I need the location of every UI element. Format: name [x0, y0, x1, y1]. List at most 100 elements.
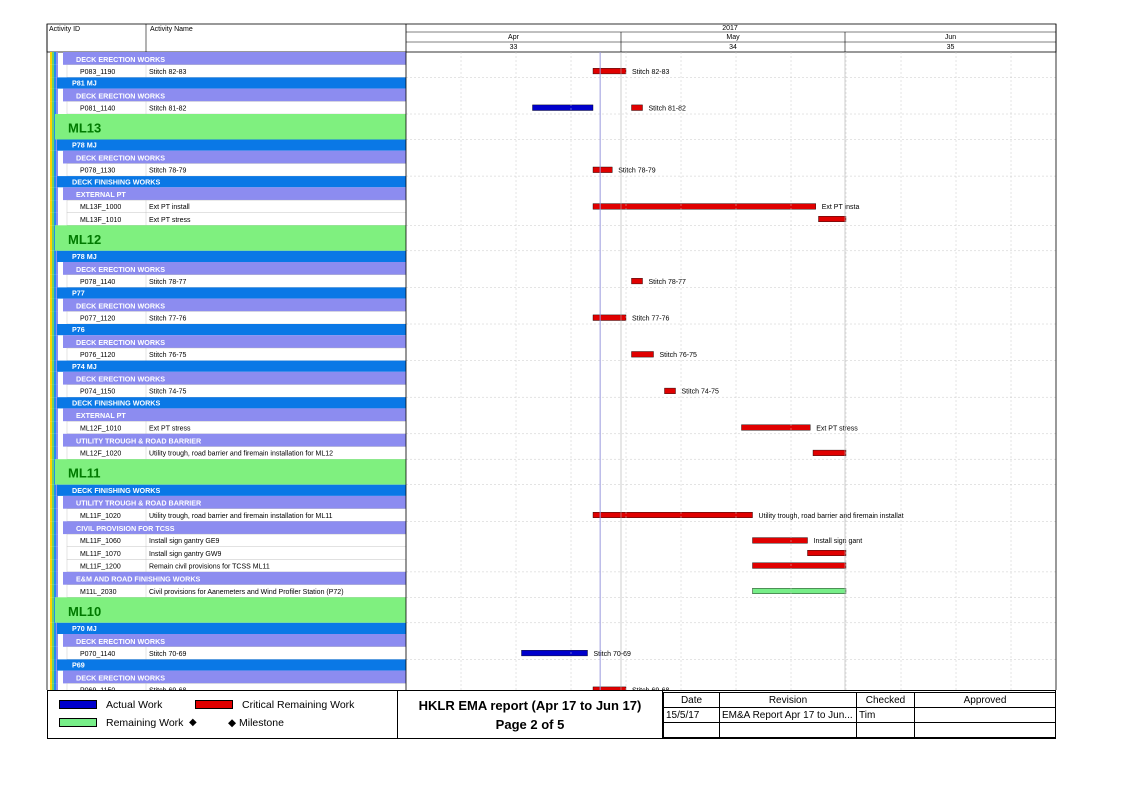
wbs-level-strip	[54, 534, 56, 547]
bar-label: Stitch 77-76	[632, 316, 669, 323]
wbs-level-strip	[54, 101, 56, 114]
wbs-level-strip	[50, 584, 52, 598]
wbs-level-strip	[52, 634, 54, 647]
wbs-level-strip	[50, 508, 52, 522]
activity-name: Utility trough, road barrier and firemai…	[149, 451, 333, 458]
wbs-band-fill	[63, 495, 406, 509]
wbs-band-fill	[63, 371, 406, 385]
wbs-level-strip	[54, 311, 56, 324]
wbs-label: P76	[72, 325, 85, 334]
wbs-level-strip	[52, 659, 54, 671]
wbs-level-strip	[54, 670, 56, 684]
wbs-level-strip	[54, 408, 56, 422]
activity-name: Ext PT stress	[149, 217, 191, 224]
revision-cell: EM&A Report Apr 17 to Jun...	[719, 707, 857, 723]
wbs-level-strip	[54, 335, 56, 348]
wbs-level-strip	[50, 484, 52, 496]
wbs-level-strip	[50, 397, 52, 409]
activity-cells	[66, 274, 407, 288]
activity-name: Stitch 70-69	[149, 651, 186, 658]
gantt-chart: Activity ID Activity Name 2017 Apr 33 May 34 Ju…	[46, 23, 1057, 691]
activity-row: ML13F_1010 Ext PT stress	[50, 212, 847, 226]
wbs-level-strip	[52, 200, 54, 213]
wbs-level-strip	[50, 311, 52, 324]
legend-actual-swatch	[59, 700, 97, 709]
wbs-label: DECK ERECTION WORKS	[76, 154, 165, 163]
revision-row-empty	[663, 722, 1056, 738]
wbs-level-strip	[52, 114, 54, 140]
wbs-level-strip	[54, 150, 56, 164]
wbs-level-strip	[56, 446, 58, 460]
wbs-band: DECK ERECTION WORKS	[50, 262, 406, 275]
wbs-level-strip	[54, 200, 56, 213]
wbs-band-fill	[63, 298, 406, 312]
wbs-band: DECK ERECTION WORKS	[50, 634, 406, 647]
activity-id-header: Activity ID	[49, 26, 80, 33]
gantt-bar-critical	[592, 166, 613, 173]
wbs-level-strip	[52, 88, 54, 102]
activity-name-header: Activity Name	[150, 26, 193, 33]
bar-label: Stitch 81-82	[649, 106, 686, 113]
wbs-level-strip	[52, 250, 54, 262]
week-label: 33	[510, 44, 518, 51]
wbs-label: P81 MJ	[72, 79, 97, 88]
wbs-band: DECK ERECTION WORKS	[50, 52, 406, 65]
activity-name: Install sign gantry GE9	[149, 538, 220, 545]
ml-label: ML13	[68, 121, 101, 136]
wbs-label: UTILITY TROUGH & ROAD BARRIER	[76, 437, 202, 446]
wbs-level-strip	[50, 597, 52, 623]
activity-name: Utility trough, road barrier and firemai…	[149, 513, 333, 520]
week-label: 35	[947, 44, 955, 51]
wbs-level-strip	[50, 187, 52, 201]
activity-id: P077_1120	[80, 316, 115, 323]
wbs-band: P76	[50, 324, 406, 336]
wbs-band-fill	[63, 150, 406, 164]
wbs-level-strip	[52, 324, 54, 336]
wbs-level-strip	[50, 384, 52, 398]
wbs-level-strip	[52, 163, 54, 177]
wbs-level-strip	[56, 64, 58, 78]
activity-cells	[66, 311, 407, 325]
wbs-level-strip	[56, 584, 58, 598]
wbs-band: DECK ERECTION WORKS	[50, 150, 406, 164]
ml-band-fill	[55, 597, 406, 623]
wbs-level-strip	[56, 433, 58, 447]
activity-cells	[66, 646, 407, 660]
wbs-level-strip	[52, 150, 54, 164]
gantt-bar-critical	[592, 68, 627, 75]
bar-label: Utility trough, road barrier and firemai…	[759, 513, 904, 520]
gantt-bar-actual	[532, 104, 594, 111]
wbs-level-strip	[50, 324, 52, 336]
wbs-band-fill	[57, 622, 406, 634]
gantt-bar-critical	[664, 387, 676, 394]
legend-actual-label: Actual Work	[106, 699, 163, 711]
bar-label: Stitch 76-75	[660, 352, 697, 359]
wbs-level-strip	[54, 646, 56, 660]
grid-lines	[460, 52, 1012, 690]
legend-critical-swatch	[195, 700, 233, 709]
wbs-level-strip	[56, 348, 58, 361]
wbs-level-strip	[52, 408, 54, 422]
bar-label: Stitch 69-68	[632, 688, 669, 691]
activity-id: P078_1130	[80, 168, 115, 175]
ml-band-fill	[55, 114, 406, 140]
wbs-band-fill	[63, 52, 406, 65]
activity-name: Install sign gantry GW9	[149, 551, 221, 558]
wbs-level-strip	[52, 495, 54, 509]
wbs-level-strip	[52, 683, 54, 690]
ml-band-gap	[406, 114, 1056, 140]
wbs-level-strip	[54, 298, 56, 312]
wbs-band: UTILITY TROUGH & ROAD BARRIER	[50, 433, 406, 447]
wbs-level-strip	[50, 446, 52, 460]
wbs-level-strip	[54, 584, 56, 598]
wbs-level-strip	[52, 421, 54, 434]
wbs-level-strip	[56, 298, 58, 312]
wbs-level-strip	[56, 52, 58, 65]
wbs-level-strip	[52, 176, 54, 188]
wbs-band-fill	[57, 324, 406, 336]
wbs-level-strip	[50, 298, 52, 312]
wbs-band: UTILITY TROUGH & ROAD BARRIER	[50, 495, 406, 509]
activity-row: P081_1140 Stitch 81-82 Stitch 81-82	[50, 101, 686, 115]
wbs-level-strip	[52, 298, 54, 312]
ml-label: ML10	[68, 604, 101, 619]
